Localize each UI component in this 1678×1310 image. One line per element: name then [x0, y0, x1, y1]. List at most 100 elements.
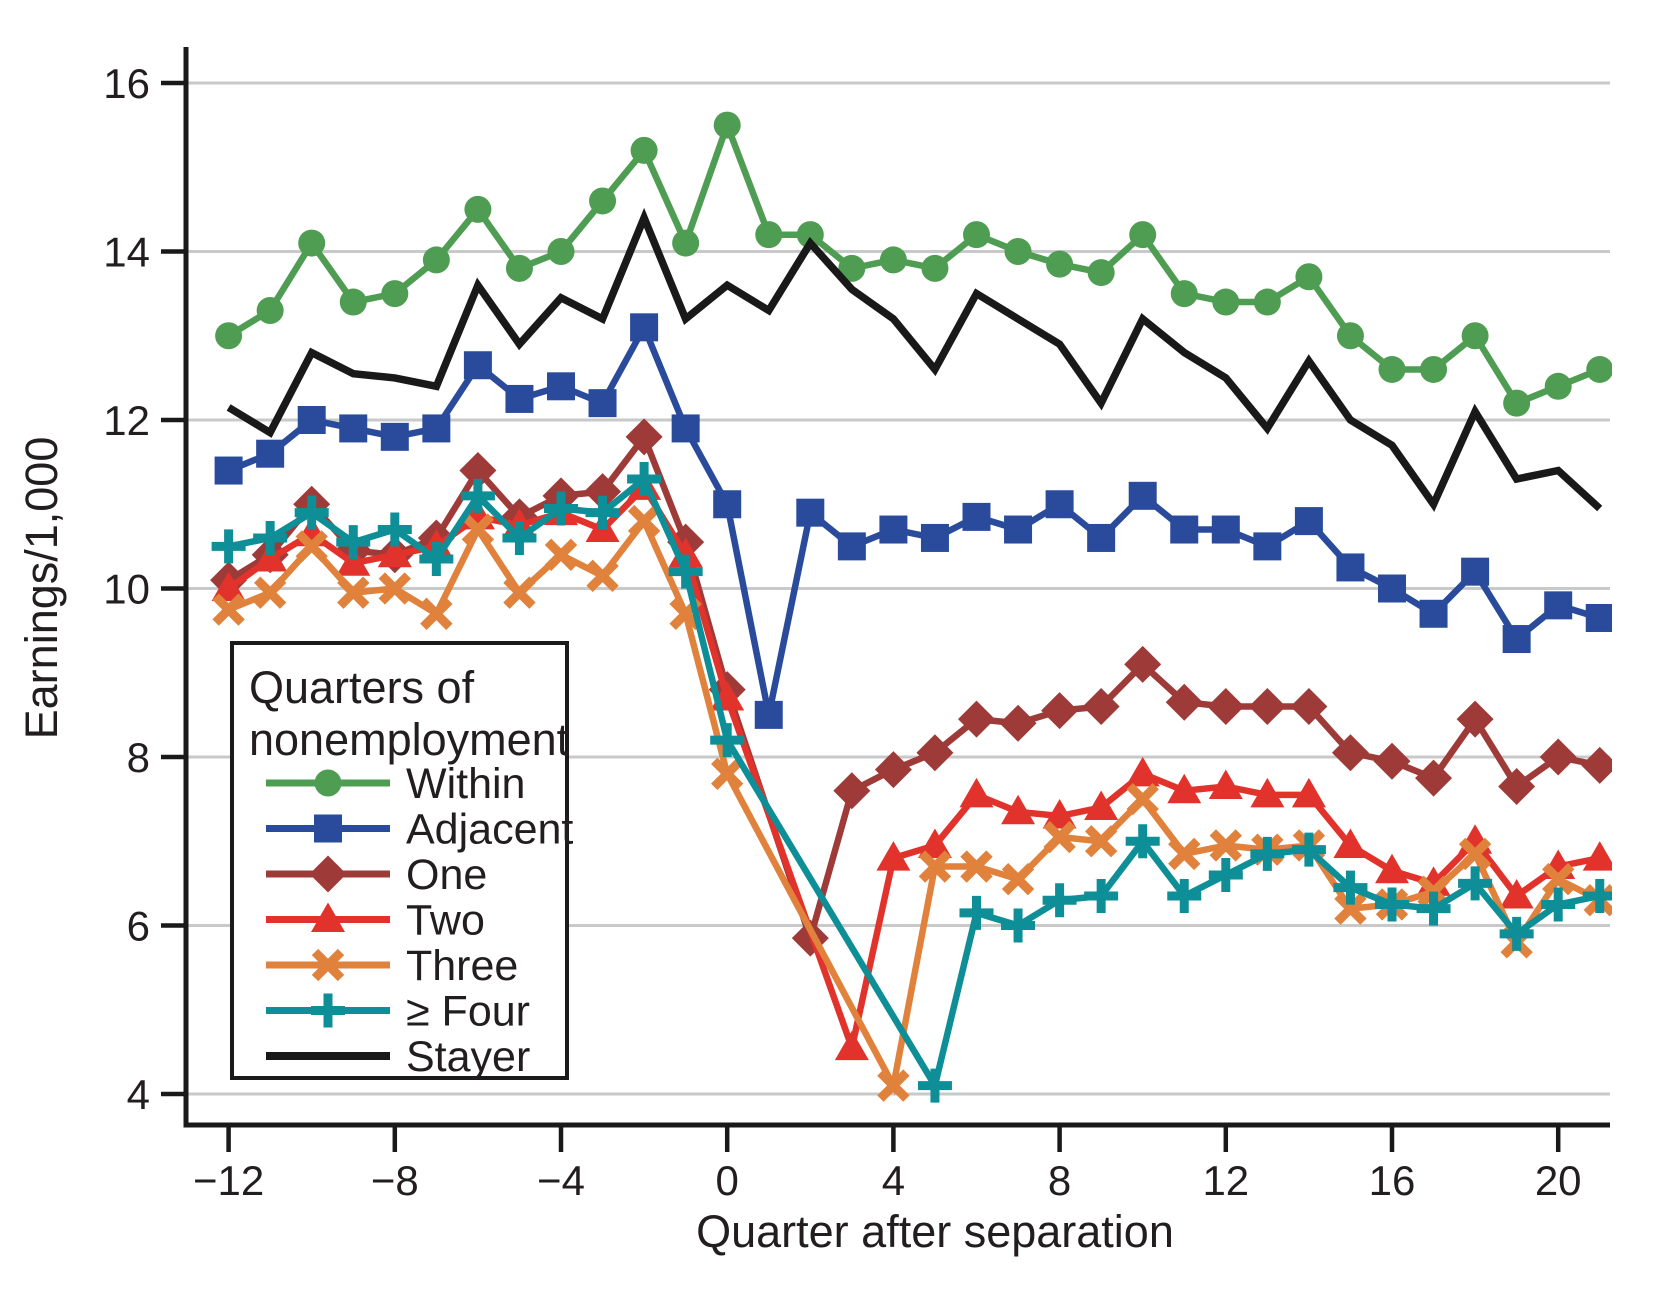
- three-marker: [420, 597, 453, 630]
- ge-four-marker: [377, 512, 412, 547]
- series-ge-four-markers: [211, 461, 1612, 1103]
- legend-item-two: Two: [266, 897, 485, 945]
- adjacent-marker: [1004, 515, 1033, 544]
- within-marker: [1004, 238, 1032, 265]
- within-marker: [1129, 221, 1157, 249]
- adjacent-marker: [256, 439, 285, 468]
- legend-item-within: Within: [266, 760, 525, 808]
- adjacent-marker: [920, 523, 949, 552]
- within-marker: [921, 254, 949, 282]
- ge-four-marker: [917, 1068, 952, 1103]
- ge-four-marker: [668, 554, 703, 589]
- within-marker: [1544, 372, 1572, 400]
- legend-label-stayer: Stayer: [406, 1033, 530, 1081]
- within-marker: [755, 221, 783, 249]
- adjacent-marker: [1211, 515, 1240, 544]
- series-group: [210, 111, 1612, 1103]
- series-within: [215, 111, 1612, 417]
- adjacent-marker: [1419, 599, 1448, 628]
- ge-four-marker: [1333, 870, 1368, 905]
- three-marker: [918, 850, 952, 883]
- x-axis-title: Quarter after separation: [696, 1206, 1174, 1257]
- one-marker: [874, 751, 912, 789]
- within-marker: [1170, 280, 1198, 308]
- adjacent-marker: [588, 389, 617, 418]
- within-marker: [422, 246, 450, 274]
- x-tick-label-8: 8: [1048, 1157, 1071, 1204]
- adjacent-marker: [463, 351, 492, 380]
- ge-four-marker: [710, 723, 745, 758]
- adjacent-marker: [879, 515, 908, 544]
- two-marker: [1084, 790, 1119, 821]
- adjacent-marker: [796, 498, 825, 527]
- ge-four-marker: [1499, 916, 1534, 951]
- within-marker: [838, 254, 866, 282]
- series-within-line: [226, 115, 1601, 408]
- three-marker: [212, 593, 245, 626]
- one-marker: [625, 418, 663, 456]
- three-marker: [1001, 862, 1035, 896]
- one-marker: [1124, 645, 1162, 683]
- ge-four-marker: [1042, 883, 1077, 918]
- within-marker: [298, 229, 326, 257]
- three-marker: [1334, 892, 1367, 925]
- legend-title-line-2: nonemployment: [249, 714, 570, 765]
- within-marker: [1420, 355, 1448, 383]
- three-marker: [877, 1069, 910, 1102]
- one-marker: [1581, 746, 1612, 784]
- within-marker: [713, 111, 741, 139]
- x-tick-label--12: −12: [193, 1157, 264, 1204]
- one-marker: [584, 473, 622, 511]
- three-marker: [1209, 829, 1242, 862]
- one-marker: [999, 704, 1037, 742]
- legend-marker-two: [311, 902, 345, 932]
- legend-label-three: Three: [406, 942, 518, 990]
- legend-marker-ge-four: [311, 993, 345, 1028]
- adjacent-marker: [422, 414, 451, 443]
- ge-four-marker: [294, 495, 329, 530]
- series-adjacent-line: [227, 319, 1601, 716]
- three-marker: [627, 504, 661, 538]
- legend-marker-one: [309, 855, 347, 893]
- two-marker: [834, 1030, 869, 1061]
- adjacent-marker: [214, 456, 243, 485]
- adjacent-marker: [671, 414, 700, 443]
- one-marker: [459, 452, 497, 490]
- within-marker: [1503, 389, 1531, 417]
- one-marker: [1331, 734, 1369, 772]
- one-marker: [1456, 700, 1494, 738]
- within-marker: [1212, 288, 1240, 316]
- two-marker: [1291, 777, 1326, 808]
- series-adjacent-markers: [214, 313, 1612, 729]
- three-marker: [337, 576, 370, 609]
- one-marker: [916, 734, 954, 772]
- ge-four-marker: [1375, 887, 1409, 922]
- three-marker: [1458, 837, 1492, 871]
- three-marker: [711, 757, 744, 791]
- two-marker: [959, 777, 994, 808]
- one-marker: [1207, 687, 1245, 725]
- one-marker: [958, 700, 995, 738]
- two-marker: [1582, 841, 1612, 871]
- ge-four-marker: [253, 520, 288, 555]
- within-marker: [547, 238, 575, 265]
- x-tick-label-20: 20: [1535, 1157, 1582, 1204]
- series-ge-four: [211, 461, 1612, 1103]
- legend-item-adjacent: Adjacent: [266, 806, 573, 854]
- two-marker: [1125, 756, 1160, 787]
- three-marker: [586, 559, 619, 593]
- one-marker: [1248, 687, 1286, 725]
- adjacent-marker: [1170, 515, 1199, 544]
- ge-four-marker: [419, 542, 454, 577]
- y-tick-label-8: 8: [127, 734, 150, 781]
- ge-four-marker: [1125, 824, 1160, 859]
- legend-item-ge-four: ≥ Four: [266, 988, 530, 1036]
- ge-four-marker: [1291, 832, 1326, 867]
- three-marker: [1126, 782, 1159, 816]
- legend-item-stayer: Stayer: [266, 1033, 530, 1081]
- one-marker: [1041, 692, 1079, 730]
- one-marker: [1290, 687, 1328, 725]
- adjacent-marker: [1585, 603, 1612, 632]
- within-marker: [630, 136, 658, 164]
- x-tick-label--4: −4: [537, 1157, 585, 1204]
